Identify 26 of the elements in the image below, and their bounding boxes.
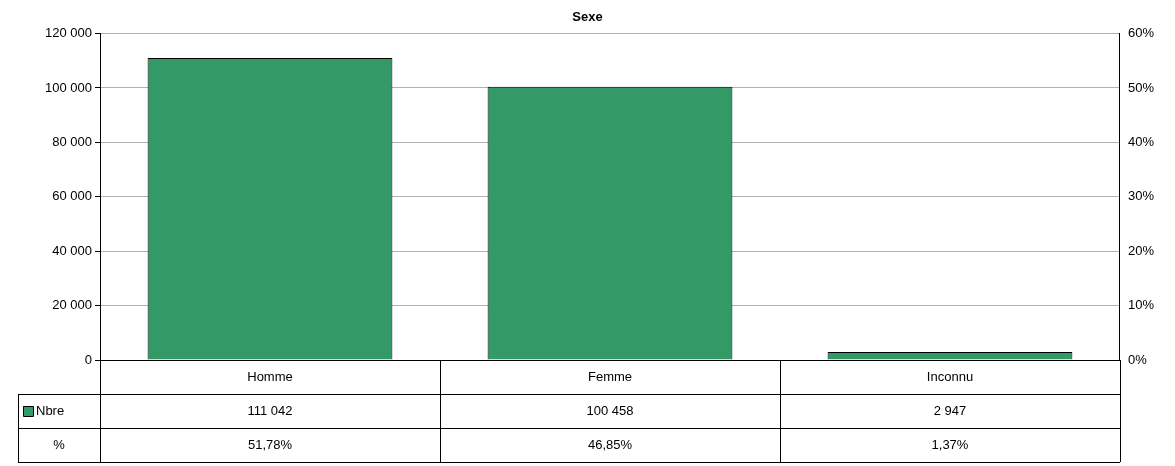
y-tick-label: 100 000 [45, 79, 92, 95]
y2-tick-label: 50% [1127, 79, 1155, 95]
y-tick-label: 0 [84, 351, 92, 367]
y-tick-label: 20 000 [52, 297, 92, 313]
text: 51,78% [247, 436, 293, 452]
text: % [53, 436, 66, 452]
text: 1,37% [931, 436, 969, 452]
legend-label: Nbre [36, 402, 65, 418]
y-tick-label: 40 000 [52, 242, 92, 258]
x-tick-label: Inconnu [926, 369, 974, 385]
y-tick-label: 120 000 [45, 25, 92, 41]
data-label: 2 947 [933, 402, 967, 418]
x-tick-label: Homme [247, 369, 293, 385]
y2-tick-label: 10% [1127, 297, 1155, 313]
data-label: 100 458 [586, 402, 634, 418]
y-tick-label: 80 000 [52, 133, 92, 149]
y-tick-label: 60 000 [52, 188, 92, 204]
y2-tick-label: 20% [1127, 242, 1155, 258]
y2-tick-label: 30% [1127, 188, 1155, 204]
y2-tick-label: 60% [1127, 25, 1155, 41]
y2-tick-label: 40% [1127, 133, 1155, 149]
chart-title: Sexe [572, 9, 603, 25]
y2-tick-label: 0% [1127, 351, 1148, 367]
text: 46,85% [587, 436, 633, 452]
data-label: 111 042 [247, 402, 293, 418]
x-tick-label: Femme [587, 369, 633, 385]
